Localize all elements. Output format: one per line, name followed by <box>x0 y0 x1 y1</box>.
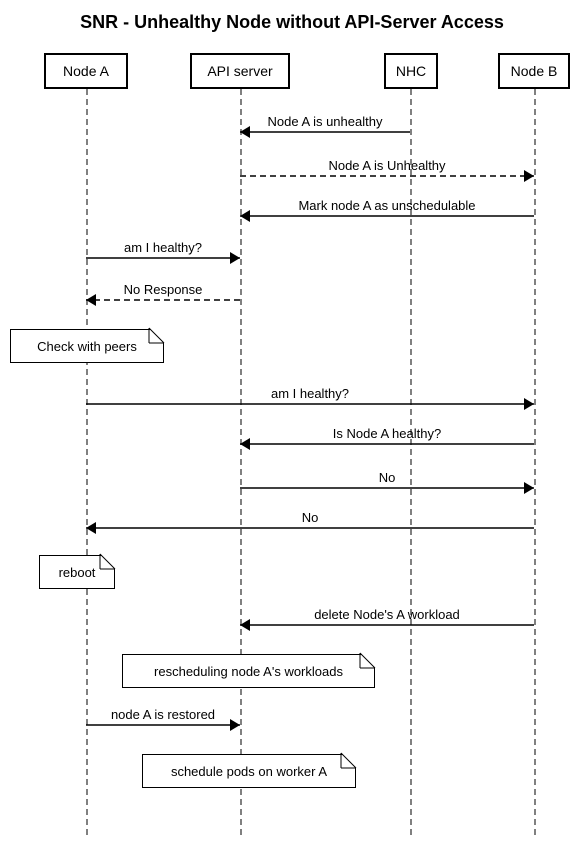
message-label: Mark node A as unschedulable <box>240 198 534 213</box>
note: Check with peers <box>10 329 164 363</box>
message-label: node A is restored <box>86 707 240 722</box>
message-label: No <box>86 510 534 525</box>
message-label: No Response <box>86 282 240 297</box>
note-fold-icon <box>100 554 116 570</box>
note-text: rescheduling node A's workloads <box>154 664 343 679</box>
note-text: schedule pods on worker A <box>171 764 327 779</box>
message-label: No <box>240 470 534 485</box>
note-text: Check with peers <box>37 339 137 354</box>
note-fold-icon <box>149 328 165 344</box>
note: schedule pods on worker A <box>142 754 356 788</box>
message-label: Node A is Unhealthy <box>240 158 534 173</box>
message-label: am I healthy? <box>86 386 534 401</box>
note-fold-icon <box>341 753 357 769</box>
note-fold-icon <box>360 653 376 669</box>
message-label: Is Node A healthy? <box>240 426 534 441</box>
message-label: am I healthy? <box>86 240 240 255</box>
message-label: Node A is unhealthy <box>240 114 410 129</box>
note: rescheduling node A's workloads <box>122 654 375 688</box>
note-text: reboot <box>59 565 96 580</box>
message-label: delete Node's A workload <box>240 607 534 622</box>
